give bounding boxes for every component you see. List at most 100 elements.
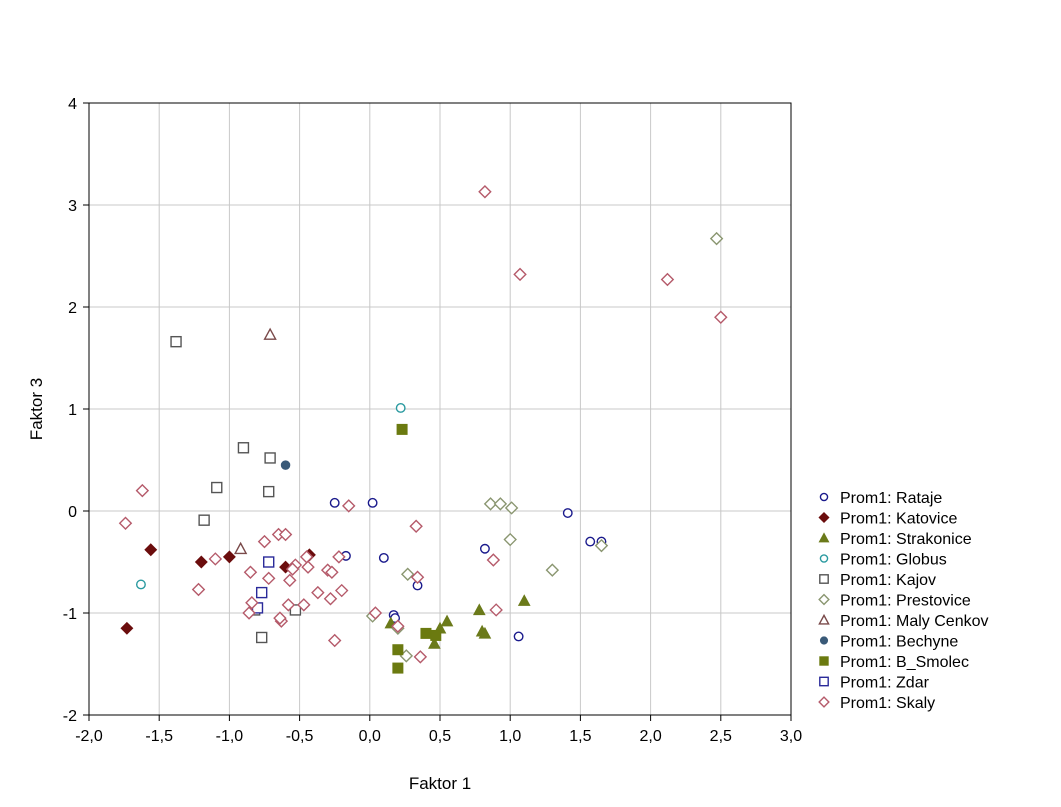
x-tick-label: 3,0 <box>780 728 802 745</box>
data-point <box>660 272 675 287</box>
y-tick-label: 1 <box>68 402 77 419</box>
y-tick-label: -1 <box>63 606 77 623</box>
data-point <box>714 310 728 324</box>
data-point <box>135 483 150 498</box>
data-point <box>222 550 236 564</box>
data-point <box>243 565 258 579</box>
data-point <box>368 606 383 620</box>
data-point <box>478 626 492 639</box>
legend-marker <box>819 636 829 645</box>
data-point <box>493 497 508 511</box>
data-point <box>504 501 519 515</box>
data-point <box>392 644 404 656</box>
data-point <box>342 499 356 513</box>
y-axis-ticks: -2 -1 0 1 2 3 4 <box>63 96 89 725</box>
data-point <box>392 662 404 674</box>
x-tick-label: 1,0 <box>499 728 521 745</box>
legend-label: Prom1: Globus <box>840 552 947 569</box>
legend-marker <box>818 593 830 606</box>
x-tick-label: 2,0 <box>639 728 661 745</box>
data-point <box>378 552 389 563</box>
data-point <box>413 650 428 664</box>
data-point <box>237 442 250 454</box>
data-point <box>289 604 302 616</box>
data-point <box>283 573 297 588</box>
data-point <box>513 631 524 642</box>
data-point <box>263 485 275 498</box>
legend-label: Prom1: Katovice <box>840 511 957 528</box>
legend-label: Prom1: Strakonice <box>840 531 972 548</box>
data-point <box>400 567 415 581</box>
data-point <box>245 596 259 610</box>
data-point <box>118 516 133 530</box>
x-axis-ticks: -2,0 -1,5 -1,0 -0,5 0,0 0,5 1,0 1,5 2,0 2,5 3,0 <box>75 715 802 745</box>
data-point <box>285 562 300 576</box>
data-point <box>545 563 560 577</box>
data-point <box>594 538 609 553</box>
legend-marker <box>819 656 829 666</box>
data-point <box>208 552 223 566</box>
data-point <box>483 497 498 511</box>
data-point <box>391 619 405 633</box>
legend-marker <box>819 492 829 502</box>
data-point <box>585 536 596 547</box>
data-point <box>503 532 517 547</box>
x-tick-label: 1,5 <box>569 728 591 745</box>
data-point <box>120 621 134 635</box>
legend-marker <box>819 554 829 563</box>
data-points <box>118 185 728 674</box>
data-point <box>170 335 182 348</box>
y-axis-label: Faktor 3 <box>27 378 46 440</box>
data-point <box>273 611 287 625</box>
data-point <box>332 550 346 564</box>
x-tick-label: 0,0 <box>359 728 381 745</box>
data-point <box>325 565 339 579</box>
data-point <box>409 519 423 534</box>
data-point <box>301 560 315 574</box>
legend-marker <box>819 574 829 584</box>
x-axis-label: Faktor 1 <box>409 774 471 793</box>
data-point <box>709 231 724 246</box>
data-point <box>242 606 256 620</box>
legend-label: Prom1: Prestovice <box>840 593 971 610</box>
y-tick-label: -2 <box>63 708 77 725</box>
data-point <box>211 481 223 494</box>
legend-marker <box>819 676 829 687</box>
data-point <box>257 534 272 549</box>
data-point <box>472 603 486 616</box>
data-point <box>489 603 503 617</box>
data-point <box>261 571 276 586</box>
y-tick-label: 4 <box>68 96 77 113</box>
data-point <box>281 598 296 612</box>
y-tick-label: 0 <box>68 504 77 521</box>
data-point <box>280 460 291 470</box>
legend-label: Prom1: Maly Cenkov <box>840 613 989 630</box>
legend-label: Prom1: Rataje <box>840 490 942 507</box>
data-point <box>410 570 425 585</box>
data-point <box>233 541 248 555</box>
data-point <box>428 637 441 649</box>
data-point <box>562 508 573 518</box>
x-tick-label: -1,0 <box>216 728 244 745</box>
data-point <box>263 327 277 340</box>
legend-label: Prom1: Skaly <box>840 695 935 712</box>
data-point <box>517 594 531 606</box>
data-point <box>396 423 408 435</box>
data-point <box>144 543 158 557</box>
data-point <box>198 514 210 526</box>
data-point <box>440 614 454 627</box>
data-point <box>486 553 501 567</box>
data-point <box>420 627 432 639</box>
data-point <box>367 497 378 508</box>
data-point <box>329 497 340 508</box>
data-point <box>191 582 206 597</box>
data-point <box>311 585 325 600</box>
legend-marker <box>818 696 830 708</box>
legend-marker <box>818 613 830 625</box>
x-tick-label: 0,5 <box>429 728 451 745</box>
data-point <box>513 267 527 282</box>
data-point <box>135 579 146 590</box>
y-tick-label: 3 <box>68 198 77 215</box>
data-point <box>479 543 490 554</box>
